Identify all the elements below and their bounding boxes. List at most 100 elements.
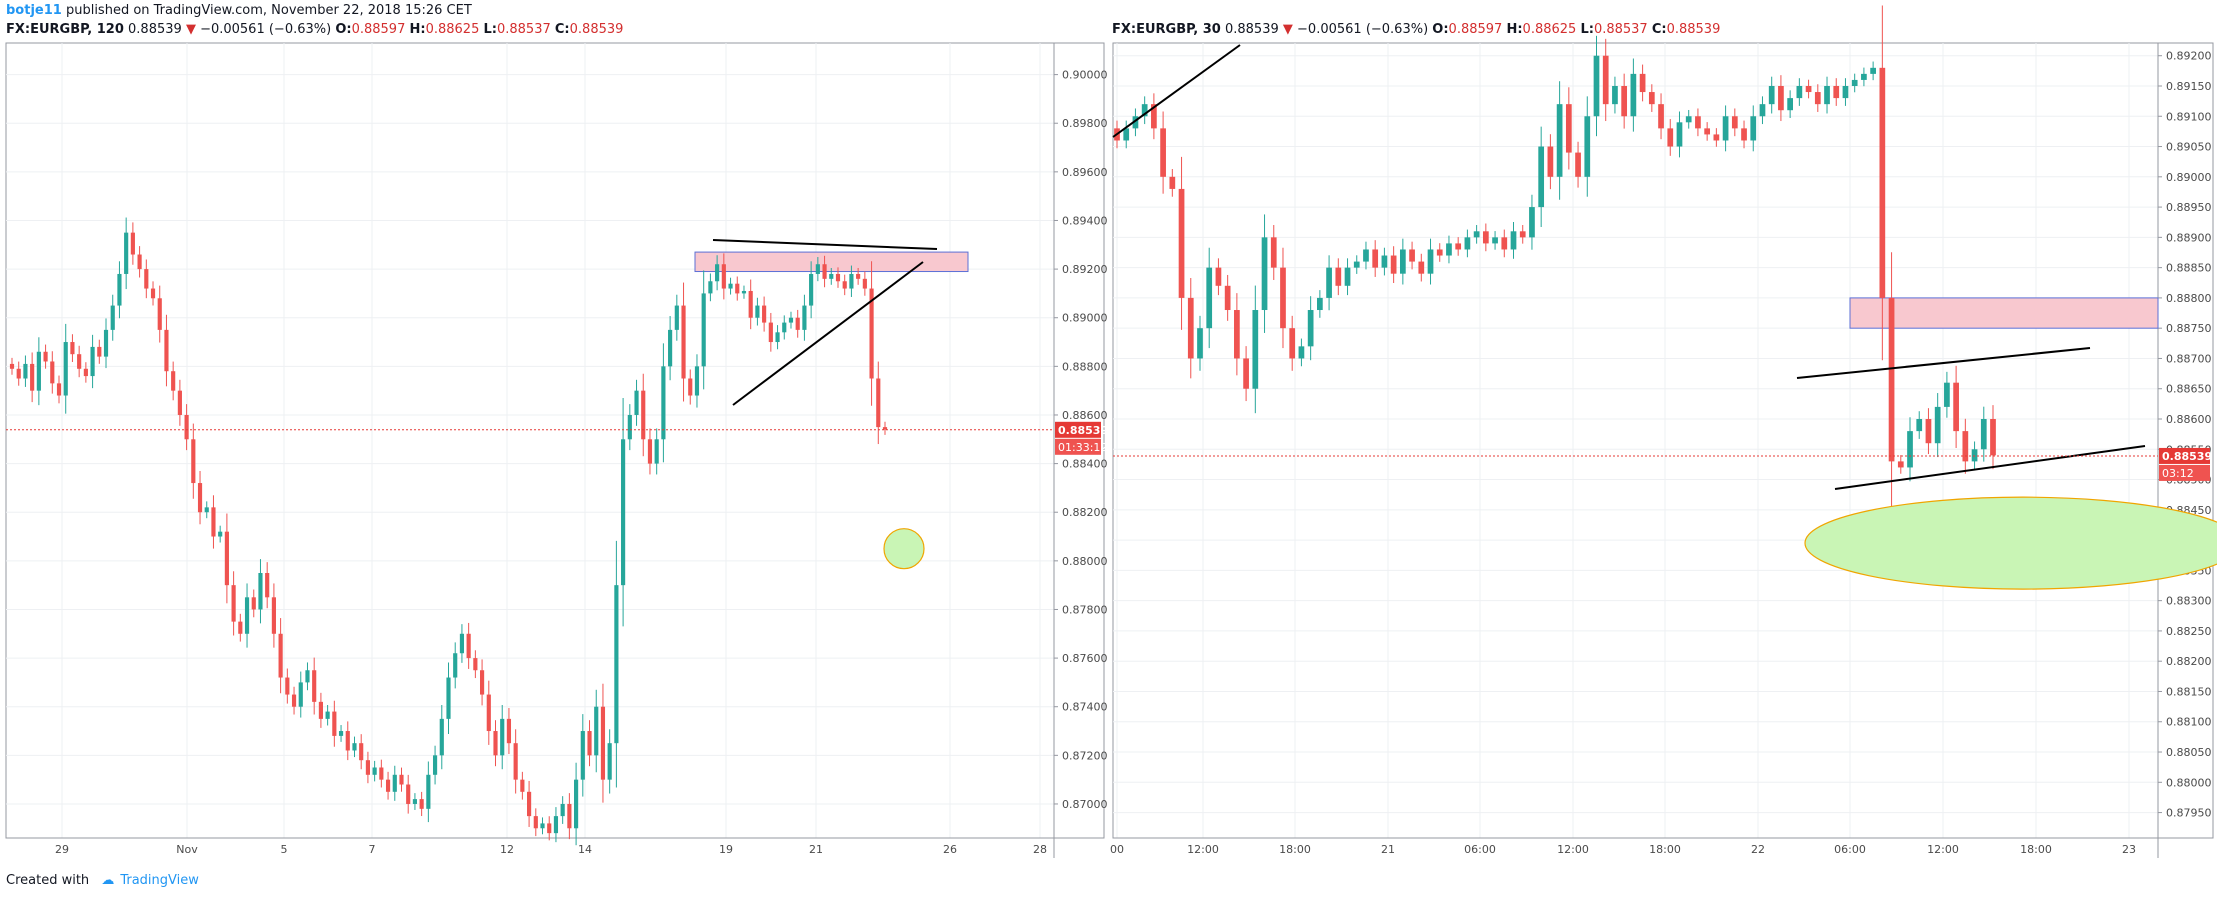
candle	[1160, 128, 1166, 177]
right-symbol-line: FX:EURGBP, 30 0.88539 ▼ −0.00561 (−0.63%…	[1112, 22, 1721, 37]
candle	[271, 597, 276, 634]
candle	[1667, 128, 1674, 147]
candle	[621, 439, 626, 586]
candle	[728, 283, 733, 289]
candle	[9, 363, 15, 369]
y-tick-label: 0.89150	[2166, 80, 2212, 93]
candle	[171, 371, 176, 391]
candle	[30, 363, 35, 391]
right-chart-frame	[1112, 42, 2214, 839]
y-tick-label: 0.89000	[1062, 312, 1108, 325]
candle	[1925, 419, 1932, 444]
x-tick-label: 7	[369, 843, 376, 856]
candle	[1510, 231, 1517, 250]
y-tick-label: 0.88800	[2166, 292, 2212, 305]
candle	[1234, 310, 1240, 359]
candle	[1944, 382, 1950, 407]
candle	[238, 621, 243, 634]
right-interval: 30	[1202, 22, 1221, 37]
candle	[1768, 85, 1775, 105]
candle	[513, 743, 518, 780]
x-tick-label: 12	[500, 843, 514, 856]
candle	[735, 283, 740, 294]
x-tick-label: 12:00	[1187, 843, 1219, 856]
candle	[1141, 104, 1148, 117]
candle	[1805, 85, 1812, 93]
candle	[1519, 231, 1526, 238]
candle	[1741, 128, 1747, 141]
x-tick-label: 06:00	[1834, 843, 1866, 856]
y-tick-label: 0.88000	[1062, 555, 1108, 568]
candle	[137, 254, 142, 270]
candle	[1123, 128, 1130, 141]
y-tick-label: 0.88200	[2166, 655, 2212, 668]
published-text: published on TradingView.com, November 2…	[65, 3, 472, 18]
x-tick-label: 18:00	[1279, 843, 1311, 856]
candle	[1372, 249, 1379, 268]
candle	[607, 743, 612, 780]
right-target-ellipse	[1804, 496, 2217, 590]
candle	[1612, 85, 1618, 105]
candle	[560, 803, 565, 817]
x-tick-label: 18:00	[1649, 843, 1681, 856]
candle	[1916, 419, 1923, 432]
candle	[587, 731, 592, 756]
candle	[856, 273, 861, 279]
y-tick-label: 0.87800	[1062, 603, 1108, 616]
candle	[291, 694, 297, 707]
candle	[1796, 85, 1803, 99]
candle	[486, 694, 491, 732]
candle	[439, 718, 444, 756]
candle	[1851, 79, 1858, 86]
candle	[83, 368, 88, 377]
candle	[1842, 85, 1849, 99]
tradingview-link[interactable]: TradingView	[120, 873, 199, 888]
candle	[1731, 116, 1738, 129]
candle	[668, 329, 673, 367]
left-countdown-label: 01:33:12	[1058, 441, 1107, 454]
candle	[1704, 128, 1711, 135]
candle	[150, 288, 156, 299]
candle	[1169, 176, 1176, 189]
candle	[1224, 285, 1231, 311]
candle	[553, 816, 559, 834]
candle	[97, 346, 102, 357]
created-with-text: Created with	[6, 873, 90, 888]
candle	[1178, 188, 1185, 298]
candle	[869, 288, 874, 379]
candle	[654, 439, 659, 464]
candle	[1344, 267, 1351, 286]
candle	[1879, 67, 1886, 298]
y-tick-label: 0.88400	[1062, 458, 1108, 471]
candle	[90, 346, 95, 377]
candle	[1455, 243, 1462, 250]
x-tick-label: 29	[55, 843, 69, 856]
right-chart: 0.89200 0.89150 0.89100 0.89050 0.89000 0.889…	[1110, 5, 2217, 858]
trend-line	[1834, 445, 2146, 490]
candle	[614, 585, 619, 744]
candle	[379, 767, 384, 780]
candle	[775, 332, 780, 343]
candle	[641, 390, 646, 440]
candle	[1648, 92, 1655, 105]
right-change: −0.00561 (−0.63%)	[1297, 22, 1429, 37]
candle	[1814, 92, 1821, 105]
candle	[56, 383, 62, 396]
footer: Created with ☁ TradingView	[6, 872, 199, 890]
candle	[600, 706, 606, 780]
y-tick-label: 0.87000	[1062, 798, 1108, 811]
candle	[426, 774, 431, 809]
candle	[1261, 237, 1268, 311]
right-low: 0.88537	[1593, 22, 1648, 37]
y-tick-label: 0.88100	[2166, 716, 2212, 729]
candle	[1630, 73, 1637, 117]
y-tick-label: 0.87400	[1062, 701, 1108, 714]
candle	[721, 264, 726, 289]
candle	[312, 670, 317, 702]
y-tick-label: 0.90000	[1062, 69, 1108, 82]
left-change: −0.00561 (−0.63%)	[200, 22, 332, 37]
author-link[interactable]: botje11	[6, 3, 62, 18]
y-tick-label: 0.88800	[1062, 360, 1108, 373]
candle	[1151, 104, 1157, 129]
